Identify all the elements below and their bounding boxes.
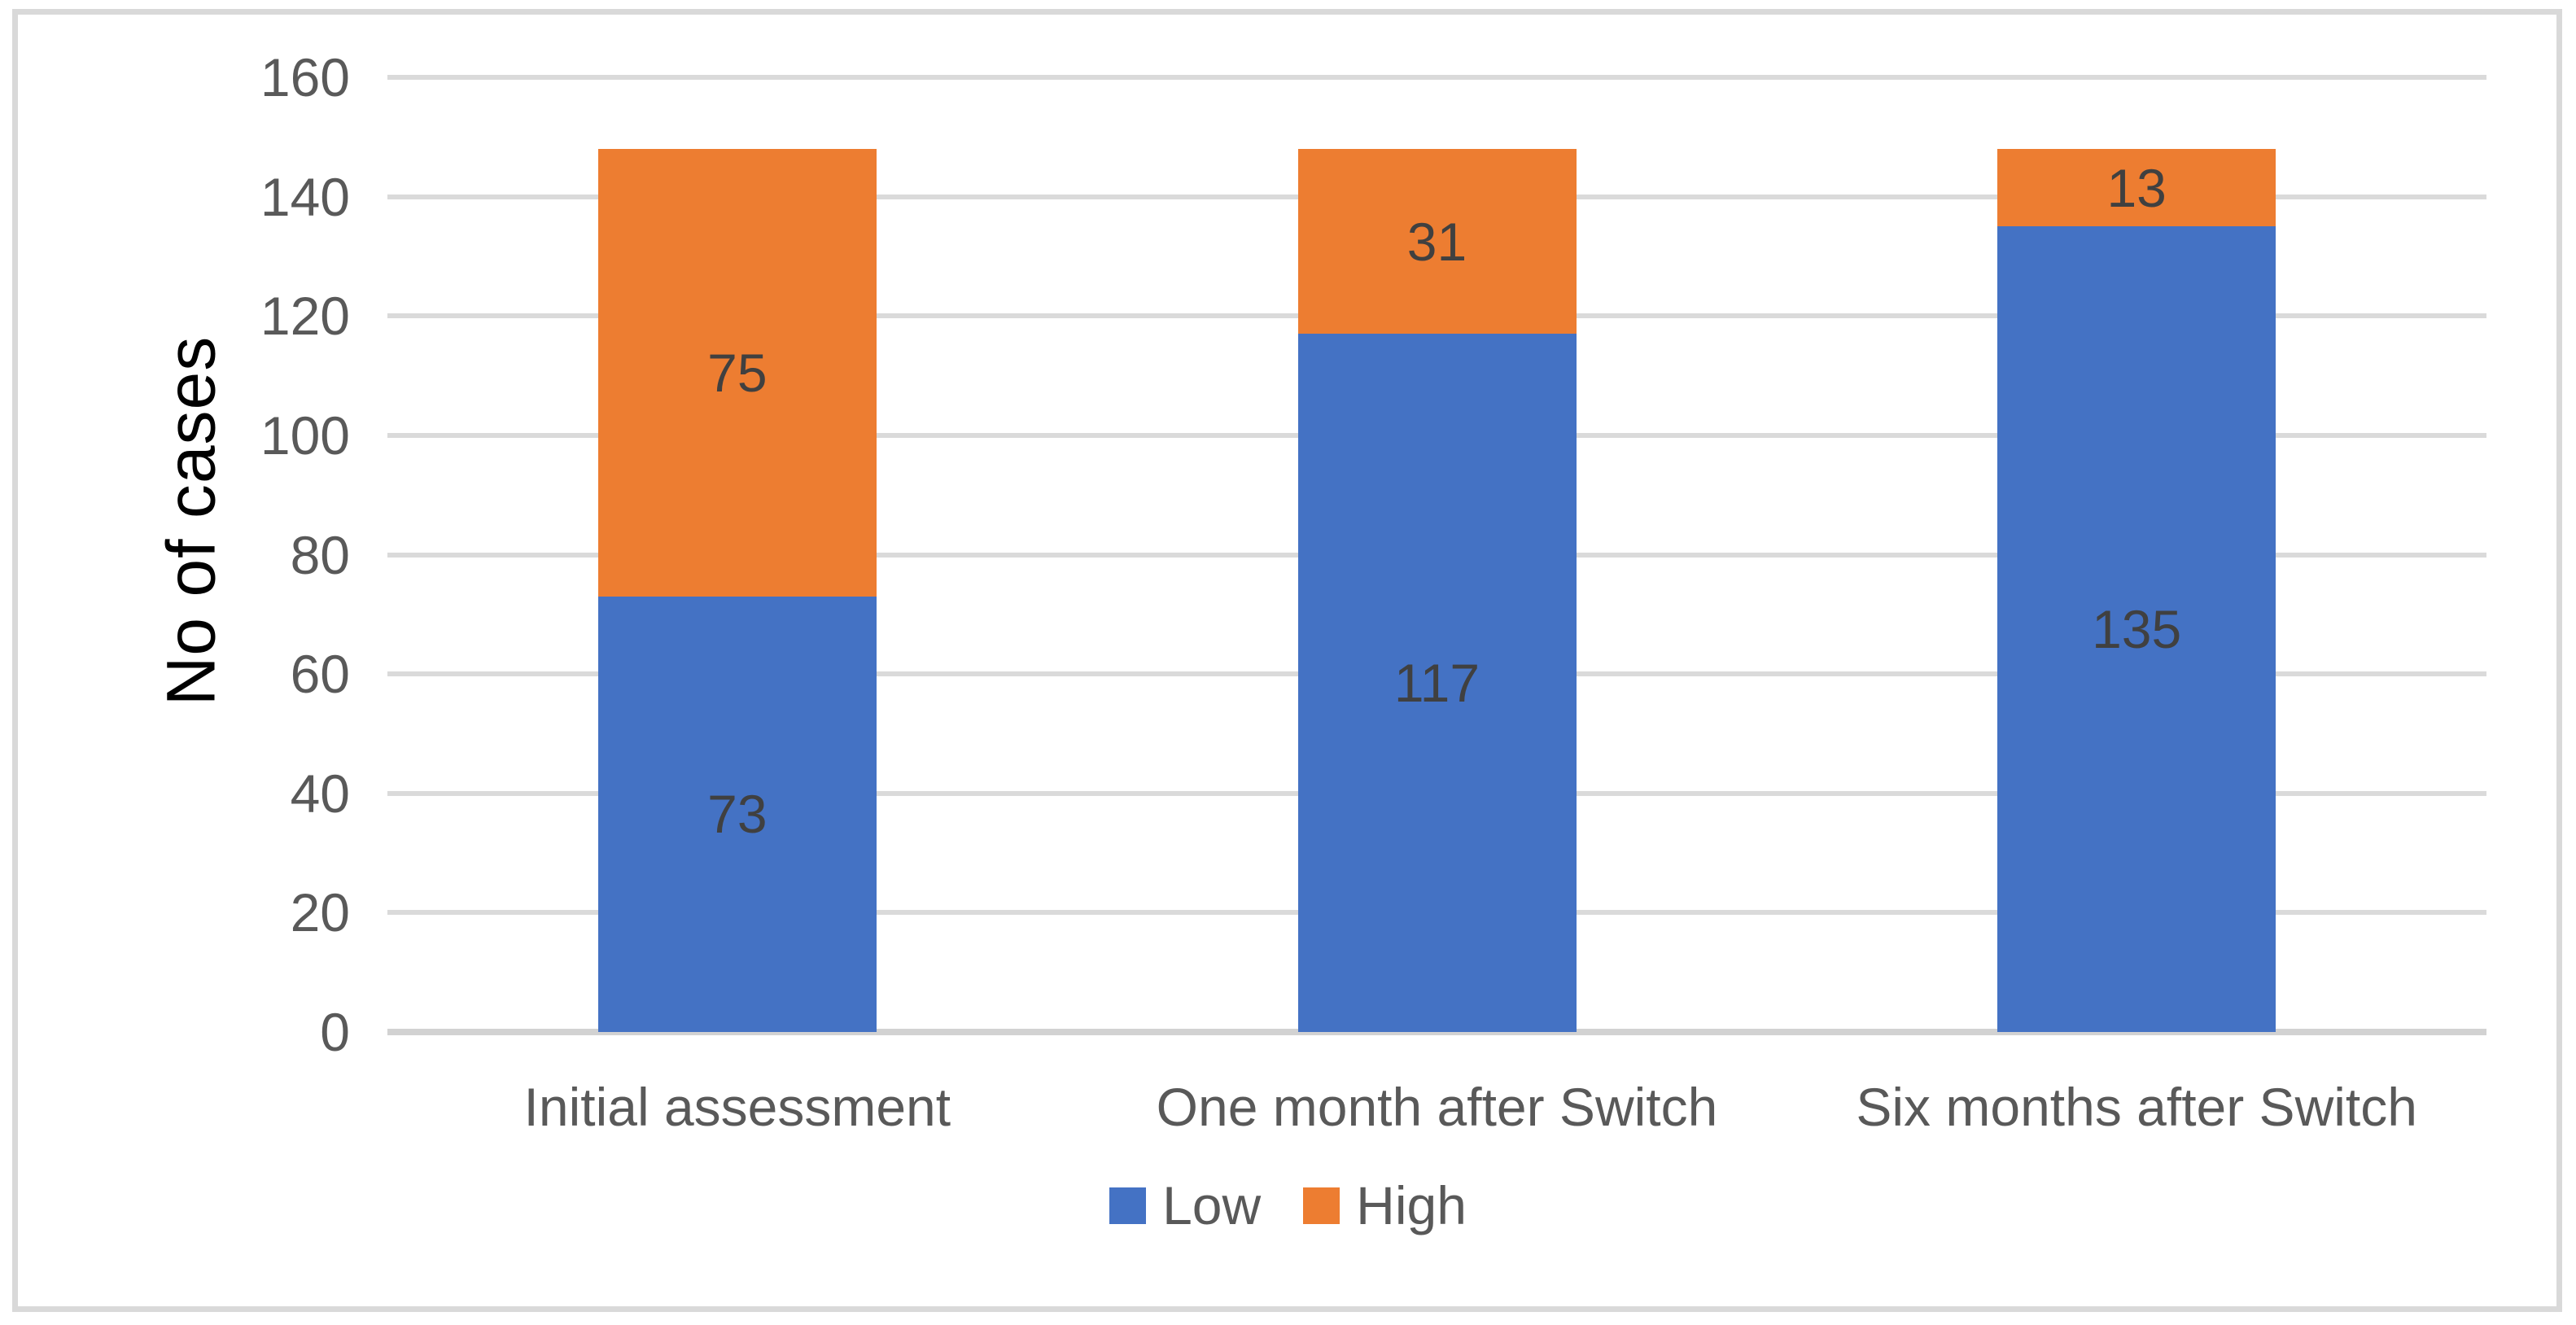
y-tick-label: 120 — [260, 286, 350, 347]
bar-segment-low — [1297, 334, 1577, 1032]
x-axis-category-label: One month after Switch — [1156, 1077, 1718, 1137]
bar-segment-high — [597, 148, 877, 597]
data-label: 75 — [707, 342, 768, 403]
data-label: 135 — [2092, 599, 2182, 660]
legend-item-low: Low — [1109, 1179, 1261, 1232]
legend-label: Low — [1162, 1175, 1262, 1235]
y-tick-label: 160 — [260, 47, 350, 107]
bar-segment-high — [1997, 148, 2276, 227]
legend-swatch-high — [1303, 1187, 1340, 1224]
x-axis-line — [387, 1029, 2486, 1035]
bar-segment-low — [597, 596, 877, 1032]
bar-segment-low — [1997, 226, 2276, 1032]
y-tick-label: 40 — [290, 763, 350, 824]
bar-segment-high — [1297, 148, 1577, 335]
legend-label: High — [1356, 1175, 1467, 1235]
x-axis-category-label: Initial assessment — [523, 1077, 951, 1137]
gridline — [387, 75, 2486, 80]
x-axis-category-label: Six months after Switch — [1856, 1077, 2417, 1137]
data-label: 13 — [2106, 157, 2167, 218]
data-label: 31 — [1406, 211, 1467, 272]
legend: Low High — [0, 1179, 2576, 1232]
y-tick-label: 100 — [260, 404, 350, 466]
legend-swatch-low — [1109, 1187, 1147, 1224]
y-tick-label: 0 — [320, 1002, 350, 1062]
y-tick-label: 140 — [260, 166, 350, 227]
y-tick-label: 80 — [290, 524, 350, 585]
y-tick-label: 20 — [290, 882, 350, 943]
legend-item-high: High — [1303, 1179, 1467, 1232]
data-label: 73 — [707, 784, 768, 845]
y-tick-label: 60 — [290, 644, 350, 705]
data-label: 117 — [1393, 653, 1480, 714]
